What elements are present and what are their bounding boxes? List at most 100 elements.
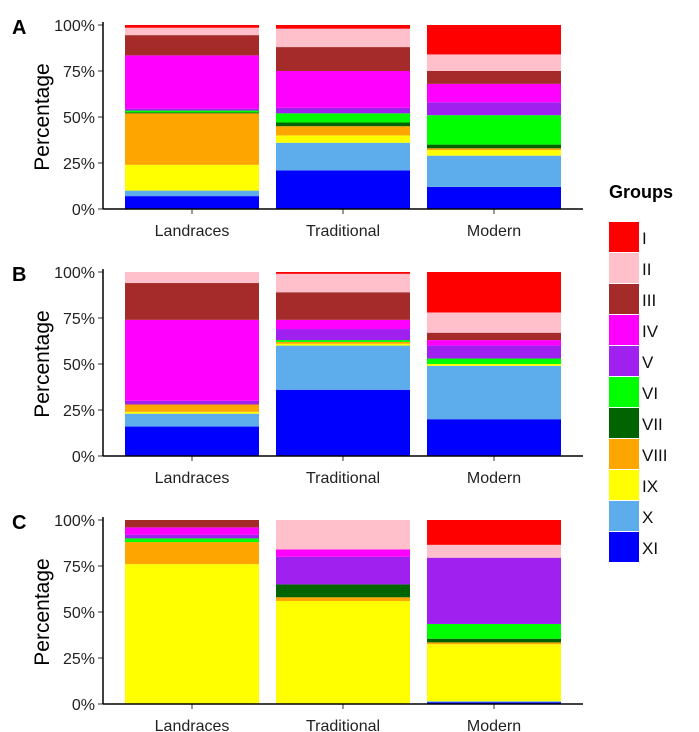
x-tick-label: Traditional [306,223,380,240]
legend-swatch-ix [609,470,639,500]
bar-segment-v-landraces [125,400,259,405]
legend-swatch-i [609,222,639,252]
bar-segment-iv-landraces [125,55,259,109]
bar-segment-viii-modern [427,642,561,645]
bar-segment-x-modern [427,701,561,703]
legend-swatch-v [609,346,639,376]
bar-segment-ii-modern [427,54,561,71]
bar-segment-viii-landraces [125,404,259,412]
bar-segment-v-landraces [125,108,259,111]
panel-C: C Percentage Landraces Traditional Modern 0% 2… [12,512,583,732]
bar-segment-ix-traditional [276,343,410,346]
bar-segment-i-traditional [276,25,410,29]
legend-swatch-viii [609,439,639,469]
bar-segment-viii-landraces [125,542,259,565]
panel-B: B Percentage Landraces Traditional Modern 0% 2… [12,264,583,487]
legend-label-x: X [642,508,653,527]
y-tick-label: 75% [63,559,95,576]
bar-segment-viii-traditional [276,126,410,136]
bar-segment-vii-traditional [276,122,410,127]
bar-segment-iv-landraces [125,527,259,535]
bar-segment-vii-landraces [125,112,259,114]
legend-swatch-vii [609,408,639,438]
y-tick-label: 25% [63,403,95,420]
bar-segment-ii-traditional [276,273,410,293]
y-tick-label: 50% [63,110,95,127]
y-tick-label: 100% [54,18,95,35]
bar-segment-vii-modern [427,638,561,643]
bar-segment-xi-modern [427,419,561,456]
bar-segment-x-landraces [125,413,259,427]
bar-segment-ii-landraces [125,272,259,284]
bar-segment-iii-modern [427,71,561,84]
legend-label-v: V [642,353,654,372]
panel-letter: A [12,17,26,39]
bar-segment-iv-traditional [276,549,410,557]
bar-segment-ix-traditional [276,135,410,143]
legend-label-i: I [642,229,647,248]
x-tick-label: Traditional [306,718,380,732]
bar-segment-xi-modern [427,186,561,209]
bar-segment-ix-modern [427,364,561,366]
bar-segment-vi-modern [427,358,561,364]
bar-segment-vi-modern [427,623,561,639]
x-tick-label: Modern [467,718,521,732]
bar-segment-iv-traditional [276,319,410,330]
x-tick-label: Traditional [306,470,380,487]
x-tick-label: Modern [467,470,521,487]
legend-label-vi: VI [642,384,658,403]
bar-segment-xi-landraces [125,196,259,209]
bar-segment-vi-modern [427,115,561,145]
bar-segment-i-modern [427,520,561,545]
bar-segment-v-traditional [276,556,410,585]
bar-segment-x-landraces [125,190,259,197]
legend-title: Groups [609,182,673,202]
x-tick-label: Landraces [155,470,230,487]
legend-swatch-iii [609,284,639,314]
bar-segment-ii-traditional [276,28,410,48]
bar-segment-ix-landraces [125,411,259,414]
bar-segment-iv-traditional [276,71,410,108]
bar-segment-ii-modern [427,544,561,558]
bar-segment-vi-landraces [125,110,259,113]
bar-segment-viii-traditional [276,341,410,344]
bar-segment-i-modern [427,25,561,55]
bar-segment-ix-traditional [276,600,410,704]
bar-segment-i-traditional [276,272,410,274]
legend-swatch-x [609,501,639,531]
y-tick-label: 0% [72,202,95,219]
bar-segment-xi-traditional [276,170,410,209]
bar-segment-i-landraces [125,25,259,28]
legend-label-ix: IX [642,477,658,496]
legend-label-xi: XI [642,539,658,558]
y-tick-label: 0% [72,449,95,466]
bar-segment-x-traditional [276,142,410,171]
bar-segment-viii-landraces [125,113,259,165]
y-tick-label: 0% [72,697,95,714]
bar-segment-xi-traditional [276,389,410,456]
bar-segment-iii-traditional [276,292,410,320]
legend-label-viii: VIII [642,446,668,465]
bar-segment-vi-traditional [276,113,410,123]
legend-label-iii: III [642,291,656,310]
panel-A: A Percentage Landraces Traditional Modern 0% 2… [12,17,583,240]
y-axis-label: Percentage [31,558,54,665]
bar-segment-v-modern [427,557,561,624]
y-tick-label: 75% [63,311,95,328]
bar-segment-vii-modern [427,144,561,149]
legend-label-vii: VII [642,415,663,434]
legend-label-ii: II [642,260,651,279]
x-tick-label: Modern [467,223,521,240]
bar-segment-v-traditional [276,329,410,341]
y-axis-label: Percentage [31,63,54,170]
bar-segment-iii-modern [427,332,561,341]
legend-swatch-iv [609,315,639,345]
bar-segment-v-modern [427,345,561,359]
y-tick-label: 100% [54,265,95,282]
bar-segment-viii-modern [427,148,561,151]
bar-segment-iii-landraces [125,283,259,320]
bar-segment-x-traditional [276,345,410,390]
panel-letter: B [12,264,26,286]
